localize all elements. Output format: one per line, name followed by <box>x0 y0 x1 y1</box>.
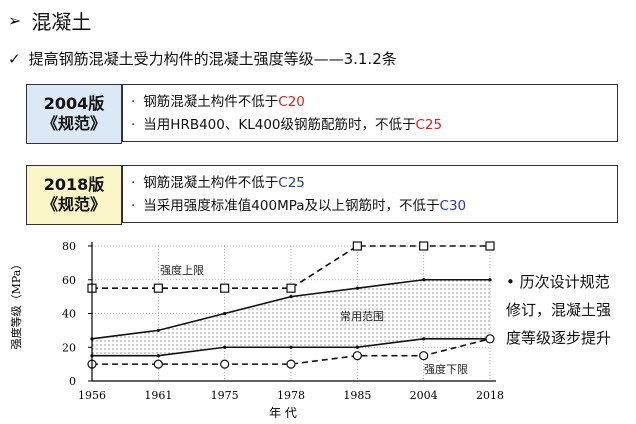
y-tick-label: 80 <box>62 240 76 253</box>
edition-badge-2004: 2004版 《规范》 <box>26 84 122 144</box>
x-tick-label: 1961 <box>144 389 172 402</box>
strength-grade-chart: 0 20 40 60 80 1956 1961 1975 1978 1985 2004 2018 强度… <box>9 240 504 420</box>
data-point <box>289 345 293 349</box>
x-tick-label: 1985 <box>343 389 371 402</box>
edition-name: 《规范》 <box>41 195 106 214</box>
y-tick-label: 0 <box>69 375 76 388</box>
bullet-dot: • <box>506 273 515 291</box>
x-tick-label: 1956 <box>78 389 106 402</box>
edition-name: 《规范》 <box>41 114 106 133</box>
x-tick-label: 1978 <box>277 389 305 402</box>
side-note-line: 度等级逐步提升 <box>506 329 612 347</box>
data-point-square <box>485 241 495 251</box>
subtitle-text: 提高钢筋混凝土受力构件的混凝土强度等级——3.1.2条 <box>28 50 397 68</box>
data-point-square <box>352 241 362 251</box>
edition-badge-2018: 2018版 《规范》 <box>26 165 122 225</box>
data-point-circle <box>419 351 429 361</box>
data-point <box>422 278 426 282</box>
y-tick-label: 20 <box>62 341 76 354</box>
annotation-lower-limit: 强度下限 <box>424 362 468 376</box>
edition-year: 2018版 <box>43 175 105 194</box>
grade-value: C25 <box>278 175 305 191</box>
data-point-square <box>153 283 163 293</box>
requirement-line: · 钢筋混凝土构件不低于C20 <box>131 91 609 114</box>
data-point-circle <box>153 359 163 369</box>
side-note: • 历次设计规范 修订，混凝土强 度等级逐步提升 <box>506 268 632 352</box>
chart-axes: 0 20 40 60 80 1956 1961 1975 1978 1985 2004 2018 <box>62 240 504 402</box>
x-axis-label: 年 代 <box>269 406 297 420</box>
data-point <box>355 286 359 290</box>
data-point-square <box>220 283 230 293</box>
edition-panel-2018: · 钢筋混凝土构件不低于C25 · 当采用强度标准值400MPa及以上钢筋时，不低于… <box>122 165 618 223</box>
bullet-dot: · <box>131 175 136 191</box>
data-point <box>156 354 160 358</box>
data-point-square <box>286 283 296 293</box>
section-title: ➢ 混凝土 <box>8 6 91 35</box>
data-point <box>355 345 359 349</box>
y-axis-label: 强度等级（MPa） <box>9 259 23 350</box>
bullet-dot: · <box>131 198 136 214</box>
side-note-line: • 历次设计规范 <box>506 268 632 296</box>
data-point <box>223 345 227 349</box>
common-range-area <box>92 279 490 356</box>
requirement-text: 当采用强度标准值400MPa及以上钢筋时，不低于 <box>143 198 440 214</box>
data-point-circle <box>485 334 495 344</box>
data-point <box>488 278 492 282</box>
requirement-text: 钢筋混凝土构件不低于 <box>143 94 279 110</box>
requirement-line: · 钢筋混凝土构件不低于C25 <box>131 172 609 195</box>
edition-year: 2004版 <box>43 94 105 113</box>
data-point-circle <box>220 359 230 369</box>
grade-value: C25 <box>415 117 443 133</box>
requirement-line: · 当采用强度标准值400MPa及以上钢筋时，不低于C30 <box>131 195 609 218</box>
section-title-text: 混凝土 <box>31 10 92 34</box>
edition-panel-2004: · 钢筋混凝土构件不低于C20 · 当用HRB400、KL400级钢筋配筋时，不低于… <box>122 84 618 142</box>
data-point <box>422 337 426 341</box>
data-point <box>156 328 160 332</box>
data-point-circle <box>286 359 296 369</box>
arrow-bullet-icon: ➢ <box>8 11 22 30</box>
requirement-text: 当用HRB400、KL400级钢筋配筋时，不低于 <box>143 117 416 133</box>
y-tick-label: 60 <box>62 274 76 287</box>
grade-value: C30 <box>439 198 467 214</box>
grade-value: C20 <box>278 94 305 110</box>
annotation-common-range: 常用范围 <box>340 309 384 323</box>
y-tick-label: 40 <box>62 308 76 321</box>
x-tick-label: 2004 <box>410 389 438 402</box>
check-icon: ✓ <box>8 49 21 68</box>
data-point-circle <box>352 351 362 361</box>
side-note-line: 修订，混凝土强 <box>506 301 612 319</box>
x-tick-label: 1975 <box>211 389 239 402</box>
data-point <box>289 295 293 299</box>
data-point <box>223 311 227 316</box>
annotation-upper-limit: 强度上限 <box>160 263 204 277</box>
requirement-text: 钢筋混凝土构件不低于 <box>143 175 279 191</box>
side-note-text: 历次设计规范 <box>519 273 610 291</box>
bullet-dot: · <box>131 94 136 110</box>
requirement-line: · 当用HRB400、KL400级钢筋配筋时，不低于C25 <box>131 114 609 137</box>
bullet-dot: · <box>131 117 136 133</box>
data-point-square <box>419 241 429 251</box>
subtitle: ✓ 提高钢筋混凝土受力构件的混凝土强度等级——3.1.2条 <box>8 48 397 69</box>
x-tick-label: 2018 <box>476 389 504 402</box>
